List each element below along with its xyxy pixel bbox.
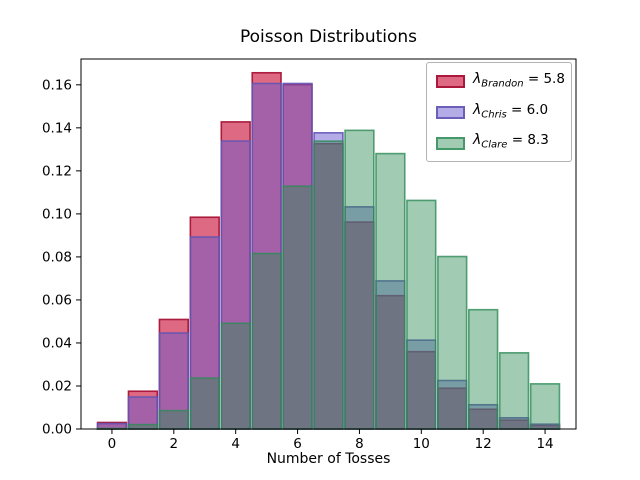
legend-swatch-icon	[436, 136, 465, 150]
x-tick-label: 14	[536, 436, 553, 452]
bar-clare-14	[529, 383, 561, 430]
chart-title: Poisson Distributions	[239, 27, 418, 47]
legend-item-chris: λChris = 6.0	[436, 101, 562, 125]
bar-clare-7	[313, 140, 344, 430]
y-tick-label: 0.14	[42, 120, 72, 136]
legend-swatch-icon	[436, 106, 465, 120]
x-tick-label: 10	[413, 436, 430, 452]
legend-item-label: λClare = 8.3	[473, 132, 549, 152]
bar-clare-8	[344, 129, 375, 430]
x-tick-label: 12	[475, 436, 492, 452]
legend-item-label: λChris = 6.0	[473, 101, 549, 121]
bar-clare-10	[406, 199, 437, 430]
y-tick-label: 0.08	[42, 249, 72, 265]
bar-clare-5	[251, 252, 282, 430]
x-tick-label: 2	[170, 436, 179, 452]
x-axis-label: Number of Tosses	[266, 451, 391, 467]
bar-series-chris	[96, 82, 561, 430]
bar-clare-11	[437, 255, 468, 430]
bar-chris-2	[158, 332, 189, 430]
legend-swatch-icon	[436, 75, 465, 89]
y-tick-label: 0.06	[42, 292, 72, 308]
y-tick-label: 0.16	[42, 77, 72, 93]
y-tick-label: 0.00	[42, 422, 72, 438]
bar-clare-13	[498, 352, 530, 430]
y-tick-label: 0.10	[42, 206, 72, 222]
y-tick-label: 0.12	[42, 163, 72, 179]
bar-clare-4	[220, 322, 251, 430]
y-axis-ticks: 0.00 0.02 0.04 0.06 0.08 0.10 0.12 0.14 0.16	[42, 77, 81, 438]
x-tick-label: 4	[231, 436, 240, 452]
y-tick-label: 0.04	[42, 335, 72, 351]
x-tick-label: 8	[355, 436, 364, 452]
bar-clare-3	[189, 377, 220, 430]
legend-item-label: λBrandon = 5.8	[473, 71, 565, 90]
y-tick-label: 0.02	[42, 378, 72, 394]
bar-clare-2	[158, 409, 189, 430]
bar-clare-9	[375, 152, 406, 430]
bar-chris-3	[189, 236, 220, 430]
bar-clare-12	[467, 308, 499, 430]
bar-clare-1	[127, 423, 159, 430]
x-axis-ticks: 0 2 4 6 8 10 12 14	[108, 429, 554, 452]
bar-chris-4	[220, 140, 251, 430]
bar-chris-5	[251, 82, 282, 430]
bar-clare-6	[282, 185, 313, 430]
legend-item-brandon: λBrandon = 5.8	[436, 70, 565, 94]
legend: λBrandon = 5.8 λChris = 6.0 λClare = 8.3	[426, 62, 572, 163]
x-tick-label: 0	[108, 436, 117, 452]
legend-item-clare: λClare = 8.3	[436, 131, 562, 155]
x-tick-label: 6	[293, 436, 302, 452]
axes-spines	[80, 58, 577, 430]
